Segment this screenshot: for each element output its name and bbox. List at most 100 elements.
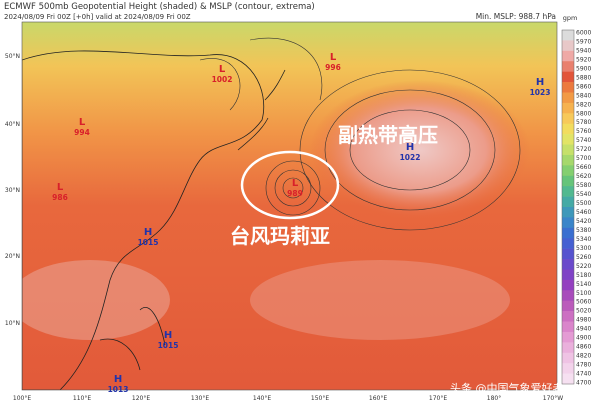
- colorbar-label: 5970: [576, 38, 591, 45]
- colorbar-swatch: [562, 248, 574, 260]
- colorbar-label: 5840: [576, 92, 591, 99]
- colorbar-label: 5620: [576, 173, 591, 180]
- center-value: 1023: [530, 88, 551, 97]
- center-type: H: [406, 142, 414, 153]
- colorbar-label: 5880: [576, 74, 591, 81]
- colorbar-swatch: [562, 134, 574, 145]
- annotation: 台风玛莉亚: [230, 224, 330, 248]
- colorbar-label: 5780: [576, 119, 591, 126]
- colorbar-swatch: [562, 196, 574, 208]
- colorbar-swatch: [562, 342, 574, 354]
- colorbar-label: 5740: [576, 137, 591, 144]
- colorbar-label: 5720: [576, 146, 591, 153]
- colorbar-label: 5140: [576, 281, 591, 288]
- colorbar-swatch: [562, 92, 574, 104]
- center-value: 1015: [138, 238, 159, 247]
- colorbar-swatch: [562, 175, 574, 187]
- colorbar-swatch: [562, 123, 574, 135]
- lat-label: 50°N: [5, 53, 20, 60]
- center-type: H: [144, 227, 152, 238]
- center-type: L: [292, 178, 299, 189]
- colorbar-label: 4780: [576, 362, 591, 369]
- colorbar-label: 5220: [576, 263, 591, 270]
- colorbar-label: 5020: [576, 308, 591, 315]
- colorbar-label: 5060: [576, 299, 591, 306]
- center-value: 994: [74, 128, 90, 137]
- colorbar-label: 4860: [576, 344, 591, 351]
- colorbar-swatch: [562, 311, 574, 322]
- center-value: 1022: [400, 153, 421, 162]
- colorbar-swatch: [562, 290, 574, 302]
- subtitle: 2024/08/09 Fri 00Z [+0h] valid at 2024/0…: [4, 13, 191, 21]
- lon-label: 140°E: [253, 395, 271, 402]
- colorbar-label: 5300: [576, 245, 591, 252]
- colorbar-label: 5460: [576, 209, 591, 216]
- colorbar-swatch: [562, 352, 574, 364]
- colorbar-label: 5180: [576, 272, 591, 279]
- center-value: 989: [287, 189, 303, 198]
- colorbar-swatch: [562, 321, 574, 333]
- colorbar-label: 5700: [576, 155, 591, 162]
- colorbar-label: 5860: [576, 83, 591, 90]
- title: ECMWF 500mb Geopotential Height (shaded)…: [4, 2, 315, 12]
- center-type: L: [57, 182, 64, 193]
- colorbar-swatch: [562, 71, 574, 83]
- colorbar-label: 4980: [576, 317, 591, 324]
- colorbar-swatch: [562, 82, 574, 93]
- colorbar-swatch: [562, 40, 574, 52]
- colorbar-label: 5800: [576, 110, 591, 117]
- lon-label: 180°: [487, 395, 501, 402]
- colorbar-label: 4740: [576, 371, 591, 378]
- colorbar-frame: [561, 29, 575, 385]
- colorbar-unit: gpm: [563, 14, 578, 22]
- colorbar-label: 5920: [576, 56, 591, 63]
- colorbar-label: 5660: [576, 164, 591, 171]
- lon-label: 170°W: [543, 395, 563, 402]
- lon-label: 150°E: [311, 395, 329, 402]
- lon-label: 160°E: [369, 395, 387, 402]
- colorbar-swatch: [562, 144, 574, 156]
- colorbar-label: 5540: [576, 191, 591, 198]
- colorbar-swatch: [562, 61, 574, 72]
- colorbar-label: 5820: [576, 101, 591, 108]
- lat-label: 10°N: [5, 320, 20, 327]
- lon-label: 130°E: [191, 395, 209, 402]
- watermark: 头条 @中国气象爱好者: [450, 381, 564, 395]
- center-type: H: [536, 77, 544, 88]
- min-mslp: Min. MSLP: 988.7 hPa: [476, 12, 556, 21]
- colorbar-swatch: [562, 102, 574, 114]
- colorbar-swatch: [562, 227, 574, 239]
- lat-label: 30°N: [5, 187, 20, 194]
- lon-label: 110°E: [73, 395, 91, 402]
- annotation: 副热带高压: [338, 123, 438, 147]
- center-value: 1002: [212, 75, 233, 84]
- lon-label: 100°E: [13, 395, 31, 402]
- lon-label: 120°E: [132, 395, 150, 402]
- colorbar-swatch: [562, 259, 574, 270]
- center-type: L: [219, 64, 226, 75]
- colorbar-swatch: [562, 217, 574, 229]
- colorbar-label: 5760: [576, 128, 591, 135]
- colorbar-swatch: [562, 50, 574, 62]
- colorbar-swatch: [562, 363, 574, 374]
- center-type: L: [330, 52, 337, 63]
- colorbar-label: 5380: [576, 227, 591, 234]
- colorbar-label: 5100: [576, 290, 591, 297]
- colorbar-label: 5940: [576, 47, 591, 54]
- colorbar-swatch: [562, 373, 574, 385]
- colorbar-label: 5580: [576, 182, 591, 189]
- colorbar-swatch: [562, 165, 574, 177]
- lon-label: 170°E: [429, 395, 447, 402]
- colorbar-swatch: [562, 207, 574, 218]
- colorbar-label: 4940: [576, 326, 591, 333]
- colorbar-swatch: [562, 279, 574, 291]
- colorbar-swatch: [562, 269, 574, 281]
- colorbar-label: 6000: [576, 30, 591, 37]
- center-type: L: [79, 117, 86, 128]
- center-type: H: [114, 374, 122, 385]
- colorbar-swatch: [562, 154, 574, 166]
- center-value: 986: [52, 193, 68, 202]
- colorbar-label: 5500: [576, 200, 591, 207]
- colorbar-swatch: [562, 113, 574, 125]
